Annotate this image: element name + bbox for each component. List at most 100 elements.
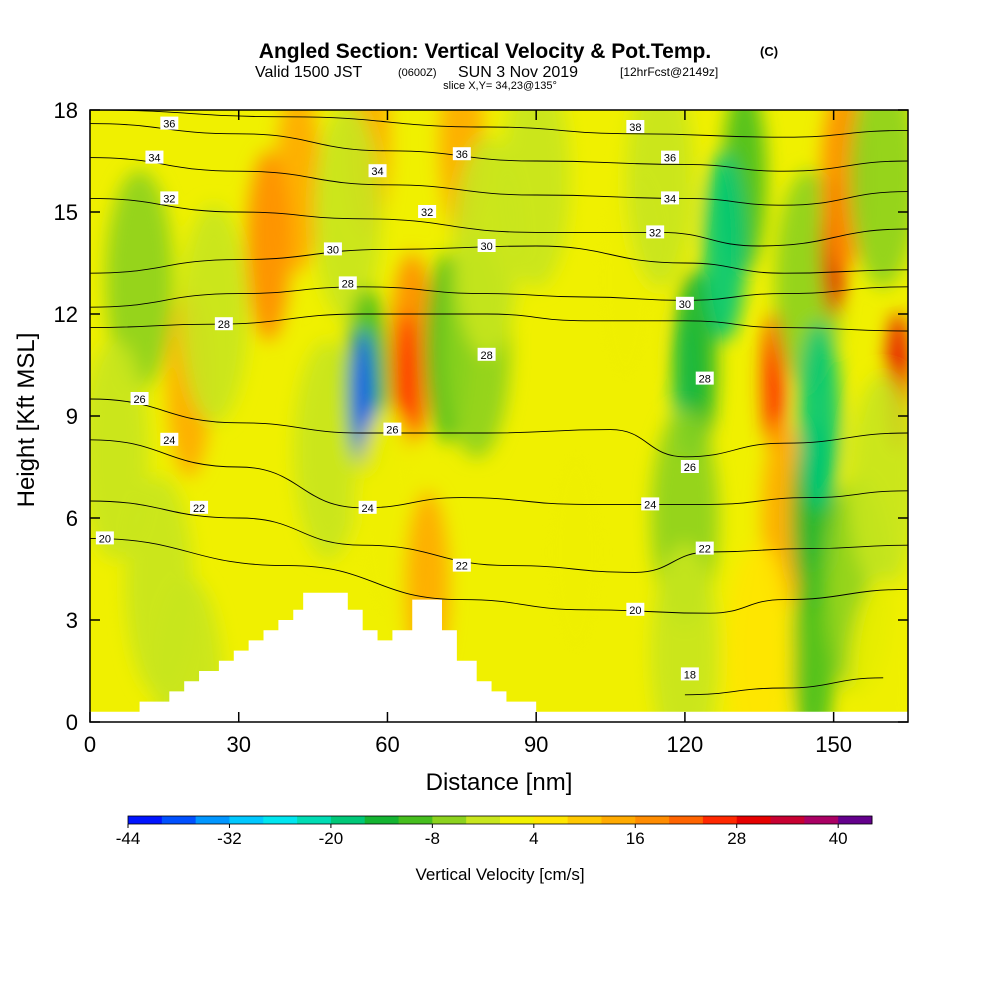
contour-label-text: 32 [649, 227, 661, 239]
contour-label-15: 28 [477, 347, 496, 362]
contour-label-bg [680, 460, 699, 473]
velocity-cell-6 [246, 151, 291, 341]
contour-label-8: 32 [418, 205, 437, 219]
contour-label-6: 36 [661, 150, 680, 165]
contour-label-bg [626, 602, 645, 616]
chart-title-units: (C) [760, 44, 778, 59]
contour-label-bg [190, 500, 209, 514]
colorbar-swatch-19 [770, 816, 805, 824]
contour-label-bg [368, 164, 387, 178]
colorbar-tick-label-0: -44 [116, 829, 141, 848]
contour-label-1: 34 [145, 150, 164, 165]
contour-label-23: 22 [190, 500, 209, 515]
velocity-cell-27 [650, 544, 719, 722]
contour-label-4: 36 [452, 147, 471, 161]
contour-label-text: 20 [99, 533, 111, 545]
y-tick-label-6: 6 [66, 506, 78, 531]
colorbar-swatch-18 [736, 816, 772, 824]
x-axis: 0 30 60 90 120 150 [84, 110, 852, 757]
velocity-cell-42 [849, 374, 908, 594]
contour-label-0: 36 [160, 116, 179, 131]
contour-label-bg [338, 276, 357, 290]
theta-line-34-9 [90, 157, 908, 206]
colorbar-swatch-5 [297, 816, 332, 824]
colorbar-swatch-10 [466, 816, 501, 824]
contour-label-text: 30 [679, 299, 691, 311]
contour-label-bg [661, 150, 680, 164]
contour-label-14: 30 [675, 296, 694, 311]
velocity-cell-35 [796, 321, 841, 511]
velocity-cell-11 [179, 204, 248, 424]
contour-label-bg [675, 296, 694, 310]
contour-label-bg [477, 239, 496, 252]
subtitle-utc: (0600Z) [398, 67, 437, 79]
contour-label-9: 32 [646, 225, 665, 239]
contour-label-bg [626, 120, 645, 133]
velocity-cell-40 [849, 110, 908, 288]
theta-line-26-4 [90, 398, 908, 458]
contour-label-13: 28 [214, 317, 233, 331]
contour-label-text: 28 [480, 350, 492, 362]
theta-line-24-3 [90, 439, 908, 509]
contour-label-27: 20 [626, 602, 645, 617]
x-tick-label-150: 150 [815, 732, 852, 757]
contour-label-bg [323, 242, 342, 256]
contour-label-text: 24 [361, 503, 373, 515]
y-axis-label: Height [Kft MSL] [13, 333, 40, 508]
contour-label-text: 28 [699, 374, 711, 386]
theta-line-30-7 [90, 245, 908, 274]
contour-label-text: 38 [629, 122, 641, 134]
contour-label-text: 28 [342, 278, 354, 290]
colorbar-swatch-3 [229, 816, 264, 824]
y-tick-label-9: 9 [66, 404, 78, 429]
x-tick-label-90: 90 [524, 732, 548, 757]
velocity-cell-21 [541, 442, 610, 662]
contour-label-bg [418, 205, 437, 218]
contour-label-text: 32 [421, 207, 433, 219]
contour-label-bg [160, 116, 179, 130]
contour-label-text: 22 [699, 544, 711, 556]
colorbar-swatch-21 [838, 816, 873, 824]
contour-label-bg [695, 541, 714, 555]
velocity-cell-22 [353, 408, 422, 628]
colorbar-swatch-1 [161, 816, 197, 824]
contour-label-text: 20 [629, 605, 641, 617]
x-tick-label-30: 30 [226, 732, 250, 757]
slice-label: slice X,Y= 34,23@135° [443, 80, 557, 92]
y-tick-label-18: 18 [54, 98, 78, 123]
velocity-cell-9 [313, 110, 382, 322]
contour-label-bg [160, 191, 179, 205]
colorbar-swatch-7 [364, 816, 400, 824]
velocity-cell-12 [293, 340, 362, 560]
contour-label-19: 24 [160, 432, 179, 447]
colorbar-tick-label-6: 28 [727, 829, 746, 848]
velocity-cell-16 [395, 312, 420, 452]
colorbar-swatch-0 [128, 816, 163, 824]
contour-label-text: 36 [664, 153, 676, 165]
contour-label-bg [646, 225, 665, 239]
colorbar-swatch-17 [702, 816, 738, 824]
contour-label-bg [641, 497, 660, 511]
colorbar: -44 -32 -20 -8 4 16 28 40 [116, 815, 873, 848]
theta-line-36-10 [90, 123, 908, 172]
colorbar-swatch-13 [567, 816, 602, 824]
contour-label-text: 30 [480, 241, 492, 253]
contour-label-5: 38 [626, 120, 645, 134]
contour-label-bg [477, 347, 496, 361]
velocity-cell-30 [626, 110, 695, 288]
contour-label-text: 24 [163, 435, 175, 447]
contour-label-24: 22 [695, 541, 714, 556]
x-tick-label-120: 120 [667, 732, 704, 757]
contour-label-25: 22 [452, 558, 471, 573]
colorbar-swatch-6 [330, 816, 366, 824]
contour-label-21: 24 [358, 500, 377, 515]
subtitle-date: SUN 3 Nov 2019 [458, 64, 578, 81]
y-tick-label-15: 15 [54, 200, 78, 225]
contour-label-text: 36 [163, 119, 175, 131]
x-tick-label-0: 0 [84, 732, 96, 757]
contour-label-11: 30 [477, 239, 496, 253]
contour-label-bg [160, 432, 179, 446]
contour-label-17: 26 [130, 392, 149, 406]
